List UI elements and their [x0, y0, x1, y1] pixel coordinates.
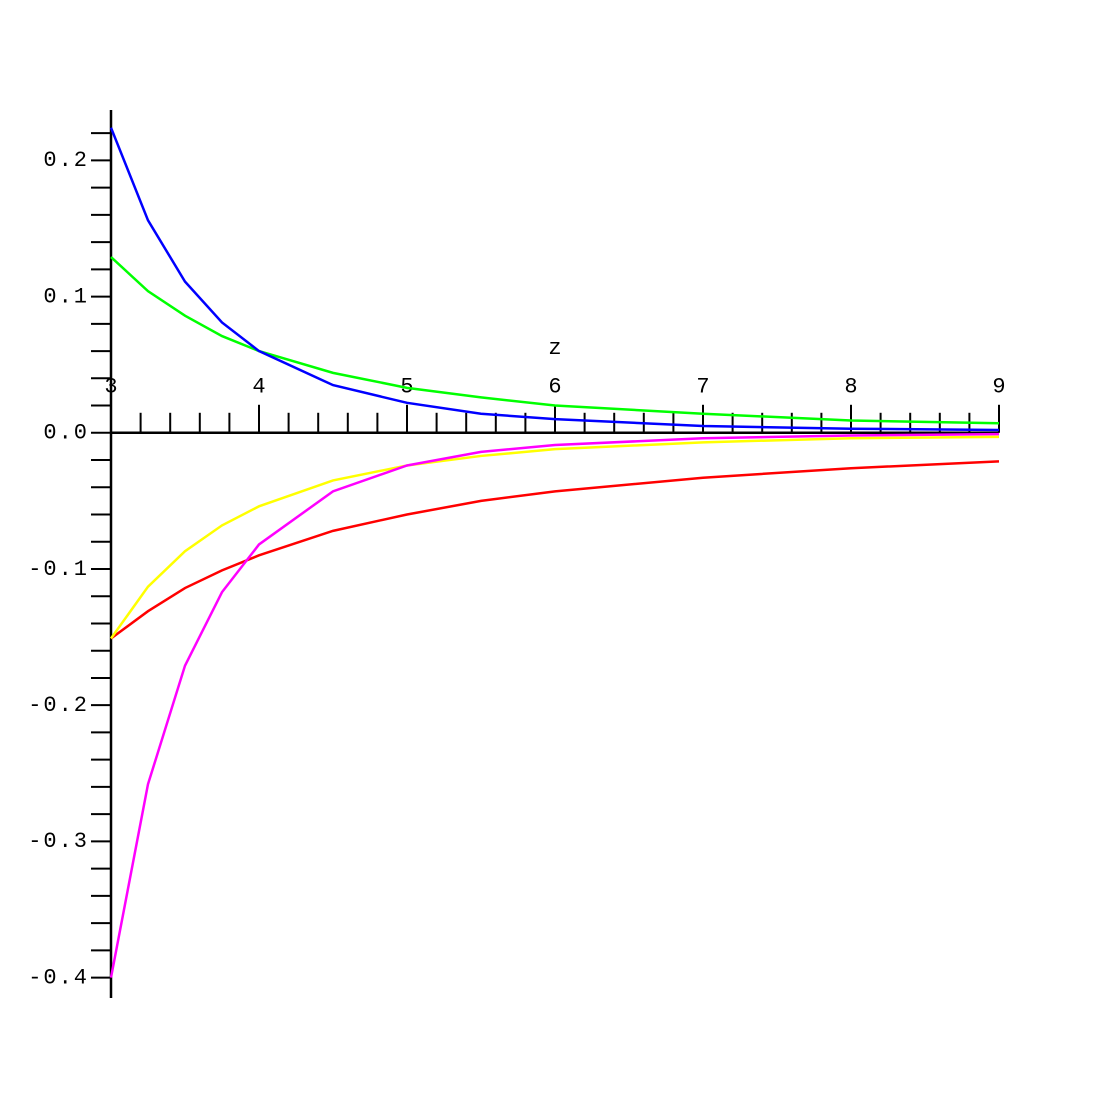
x-tick-label: 8 [844, 375, 857, 400]
y-tick-label: -0.3 [28, 829, 89, 854]
x-axis-label: z [548, 336, 561, 361]
y-tick-label: 0.0 [43, 421, 89, 446]
x-tick-label: 7 [696, 375, 709, 400]
y-tick-label: -0.2 [28, 693, 89, 718]
curve [109, 432, 1000, 978]
x-tick-label: 3 [104, 375, 117, 400]
y-tick-label: -0.4 [28, 965, 89, 990]
curve [109, 435, 1000, 640]
curve [110, 460, 1000, 640]
y-tick-label: 0.2 [43, 148, 89, 173]
y-tick-label: 0.1 [43, 284, 89, 309]
x-tick-label: 6 [548, 375, 561, 400]
curve [109, 127, 1000, 432]
x-tick-label: 9 [992, 375, 1005, 400]
curve [110, 256, 1000, 425]
y-tick-label: -0.1 [28, 557, 89, 582]
x-tick-label: 4 [252, 375, 265, 400]
